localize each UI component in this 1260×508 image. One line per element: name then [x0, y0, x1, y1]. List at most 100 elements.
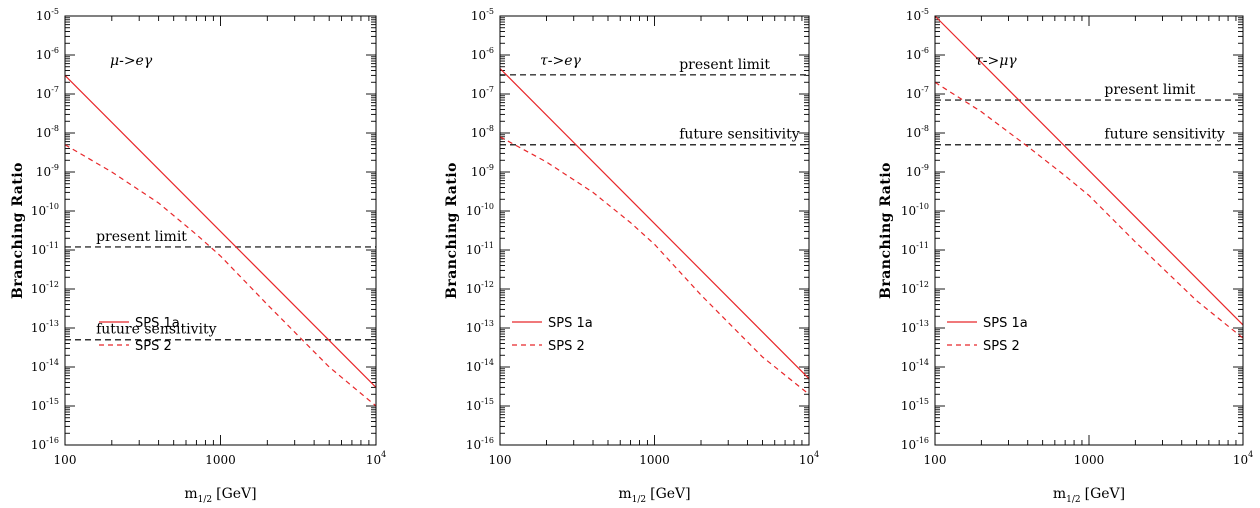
y-tick-label-base: 10 — [901, 282, 916, 296]
reference-line-label: present limit — [679, 57, 770, 73]
series-line-sps-2 — [934, 81, 1244, 339]
y-tick-label-exp: -10 — [46, 202, 59, 211]
series-line-sps-2 — [64, 144, 377, 407]
y-tick-label-exp: -11 — [481, 241, 494, 250]
y-tick-label-base: 10 — [471, 87, 486, 101]
panel-title: τ->eγ — [540, 53, 581, 69]
y-axis-label: Branching Ratio — [878, 162, 894, 299]
y-tick-label-exp: -9 — [51, 163, 59, 172]
y-tick-label-exp: -14 — [481, 358, 494, 367]
series-line-sps-1a — [934, 15, 1244, 326]
y-tick-label: 10-12 — [466, 280, 494, 296]
y-tick-label: 10-5 — [906, 7, 929, 23]
y-tick-label: 10-7 — [471, 85, 494, 101]
legend-label: SPS 1a — [135, 316, 180, 331]
y-tick-label-exp: -6 — [921, 46, 929, 55]
y-tick-label-base: 10 — [31, 360, 46, 374]
x-tick-label: 1000 — [205, 453, 236, 467]
x-axis-label-unit: [GeV] — [216, 486, 257, 502]
y-tick-label-exp: -11 — [916, 241, 929, 250]
chart-panel-3: 10-510-610-710-810-910-1010-1110-1210-13… — [878, 7, 1253, 505]
series-line-sps-1a — [64, 74, 377, 388]
y-tick-label-exp: -10 — [481, 202, 494, 211]
x-tick-label: 1000 — [639, 453, 670, 467]
y-tick-label-base: 10 — [466, 204, 481, 218]
x-tick-label-exp: 4 — [814, 450, 819, 459]
y-tick-label-exp: -15 — [46, 397, 59, 406]
panel-title: τ->μγ — [975, 53, 1017, 69]
y-tick-label-exp: -15 — [916, 397, 929, 406]
y-tick-label: 10-6 — [906, 46, 929, 62]
y-tick-label-exp: -14 — [916, 358, 929, 367]
y-tick-label-base: 10 — [36, 126, 51, 140]
y-tick-label-base: 10 — [466, 399, 481, 413]
y-tick-label-base: 10 — [31, 243, 46, 257]
series-line-sps-2 — [499, 136, 810, 395]
y-tick-label: 10-7 — [906, 85, 929, 101]
legend-label: SPS 2 — [135, 339, 172, 354]
x-tick-label: 104 — [799, 450, 819, 467]
x-tick-label-base: 100 — [54, 453, 77, 467]
y-tick-label-exp: -7 — [921, 85, 929, 94]
y-axis-label: Branching Ratio — [444, 162, 460, 299]
y-tick-label-exp: -7 — [486, 85, 494, 94]
y-tick-label: 10-10 — [901, 202, 929, 218]
y-tick-label-base: 10 — [466, 360, 481, 374]
y-tick-label-exp: -9 — [921, 163, 929, 172]
y-tick-label-base: 10 — [466, 321, 481, 335]
x-tick-label-base: 100 — [489, 453, 512, 467]
reference-line-label: present limit — [1104, 82, 1195, 98]
y-tick-label-base: 10 — [901, 204, 916, 218]
y-tick-label-exp: -15 — [481, 397, 494, 406]
y-tick-label-base: 10 — [31, 399, 46, 413]
y-tick-label-base: 10 — [471, 9, 486, 23]
y-tick-label: 10-11 — [466, 241, 494, 257]
y-tick-label-base: 10 — [471, 48, 486, 62]
chart-panel-1: 10-510-610-710-810-910-1010-1110-1210-13… — [10, 7, 386, 505]
x-tick-label-base: 10 — [366, 453, 381, 467]
x-tick-label: 100 — [489, 453, 512, 467]
x-axis-label-main: m — [1053, 486, 1066, 502]
series-line-sps-1a — [499, 68, 810, 380]
y-tick-label-exp: -12 — [46, 280, 59, 289]
x-axis-label-sub: 1/2 — [198, 495, 212, 505]
x-tick-label: 104 — [366, 450, 386, 467]
y-tick-label-base: 10 — [36, 165, 51, 179]
legend-label: SPS 1a — [983, 316, 1028, 331]
x-tick-label-exp: 4 — [1248, 450, 1253, 459]
y-tick-label-exp: -7 — [51, 85, 59, 94]
y-tick-label-base: 10 — [31, 282, 46, 296]
y-tick-label-exp: -6 — [486, 46, 494, 55]
y-tick-label: 10-15 — [466, 397, 494, 413]
y-tick-label-base: 10 — [471, 126, 486, 140]
y-tick-label-base: 10 — [36, 48, 51, 62]
legend-label: SPS 2 — [548, 339, 585, 354]
y-tick-label-base: 10 — [901, 321, 916, 335]
y-tick-label: 10-5 — [36, 7, 59, 23]
y-tick-label-base: 10 — [31, 321, 46, 335]
panel-title: μ->eγ — [110, 53, 153, 69]
y-tick-label: 10-9 — [36, 163, 59, 179]
y-tick-label-exp: -8 — [51, 124, 59, 133]
x-axis-label-unit: [GeV] — [650, 486, 691, 502]
y-tick-label: 10-13 — [31, 319, 59, 335]
y-tick-label-exp: -13 — [916, 319, 929, 328]
y-tick-label-base: 10 — [36, 87, 51, 101]
y-tick-label-base: 10 — [901, 243, 916, 257]
y-tick-label: 10-9 — [906, 163, 929, 179]
y-axis-label: Branching Ratio — [10, 162, 26, 299]
y-tick-label: 10-12 — [901, 280, 929, 296]
y-tick-label: 10-10 — [466, 202, 494, 218]
y-tick-label: 10-15 — [31, 397, 59, 413]
y-tick-label-base: 10 — [31, 438, 46, 452]
y-tick-label-exp: -14 — [46, 358, 59, 367]
y-tick-label-exp: -6 — [51, 46, 59, 55]
y-tick-label: 10-7 — [36, 85, 59, 101]
y-tick-label: 10-6 — [36, 46, 59, 62]
y-tick-label: 10-14 — [466, 358, 494, 374]
reference-line-label: present limit — [96, 229, 187, 245]
y-tick-label-exp: -16 — [481, 436, 494, 445]
x-tick-label-base: 1000 — [205, 453, 236, 467]
x-axis-label-main: m — [618, 486, 631, 502]
y-tick-label-base: 10 — [466, 282, 481, 296]
